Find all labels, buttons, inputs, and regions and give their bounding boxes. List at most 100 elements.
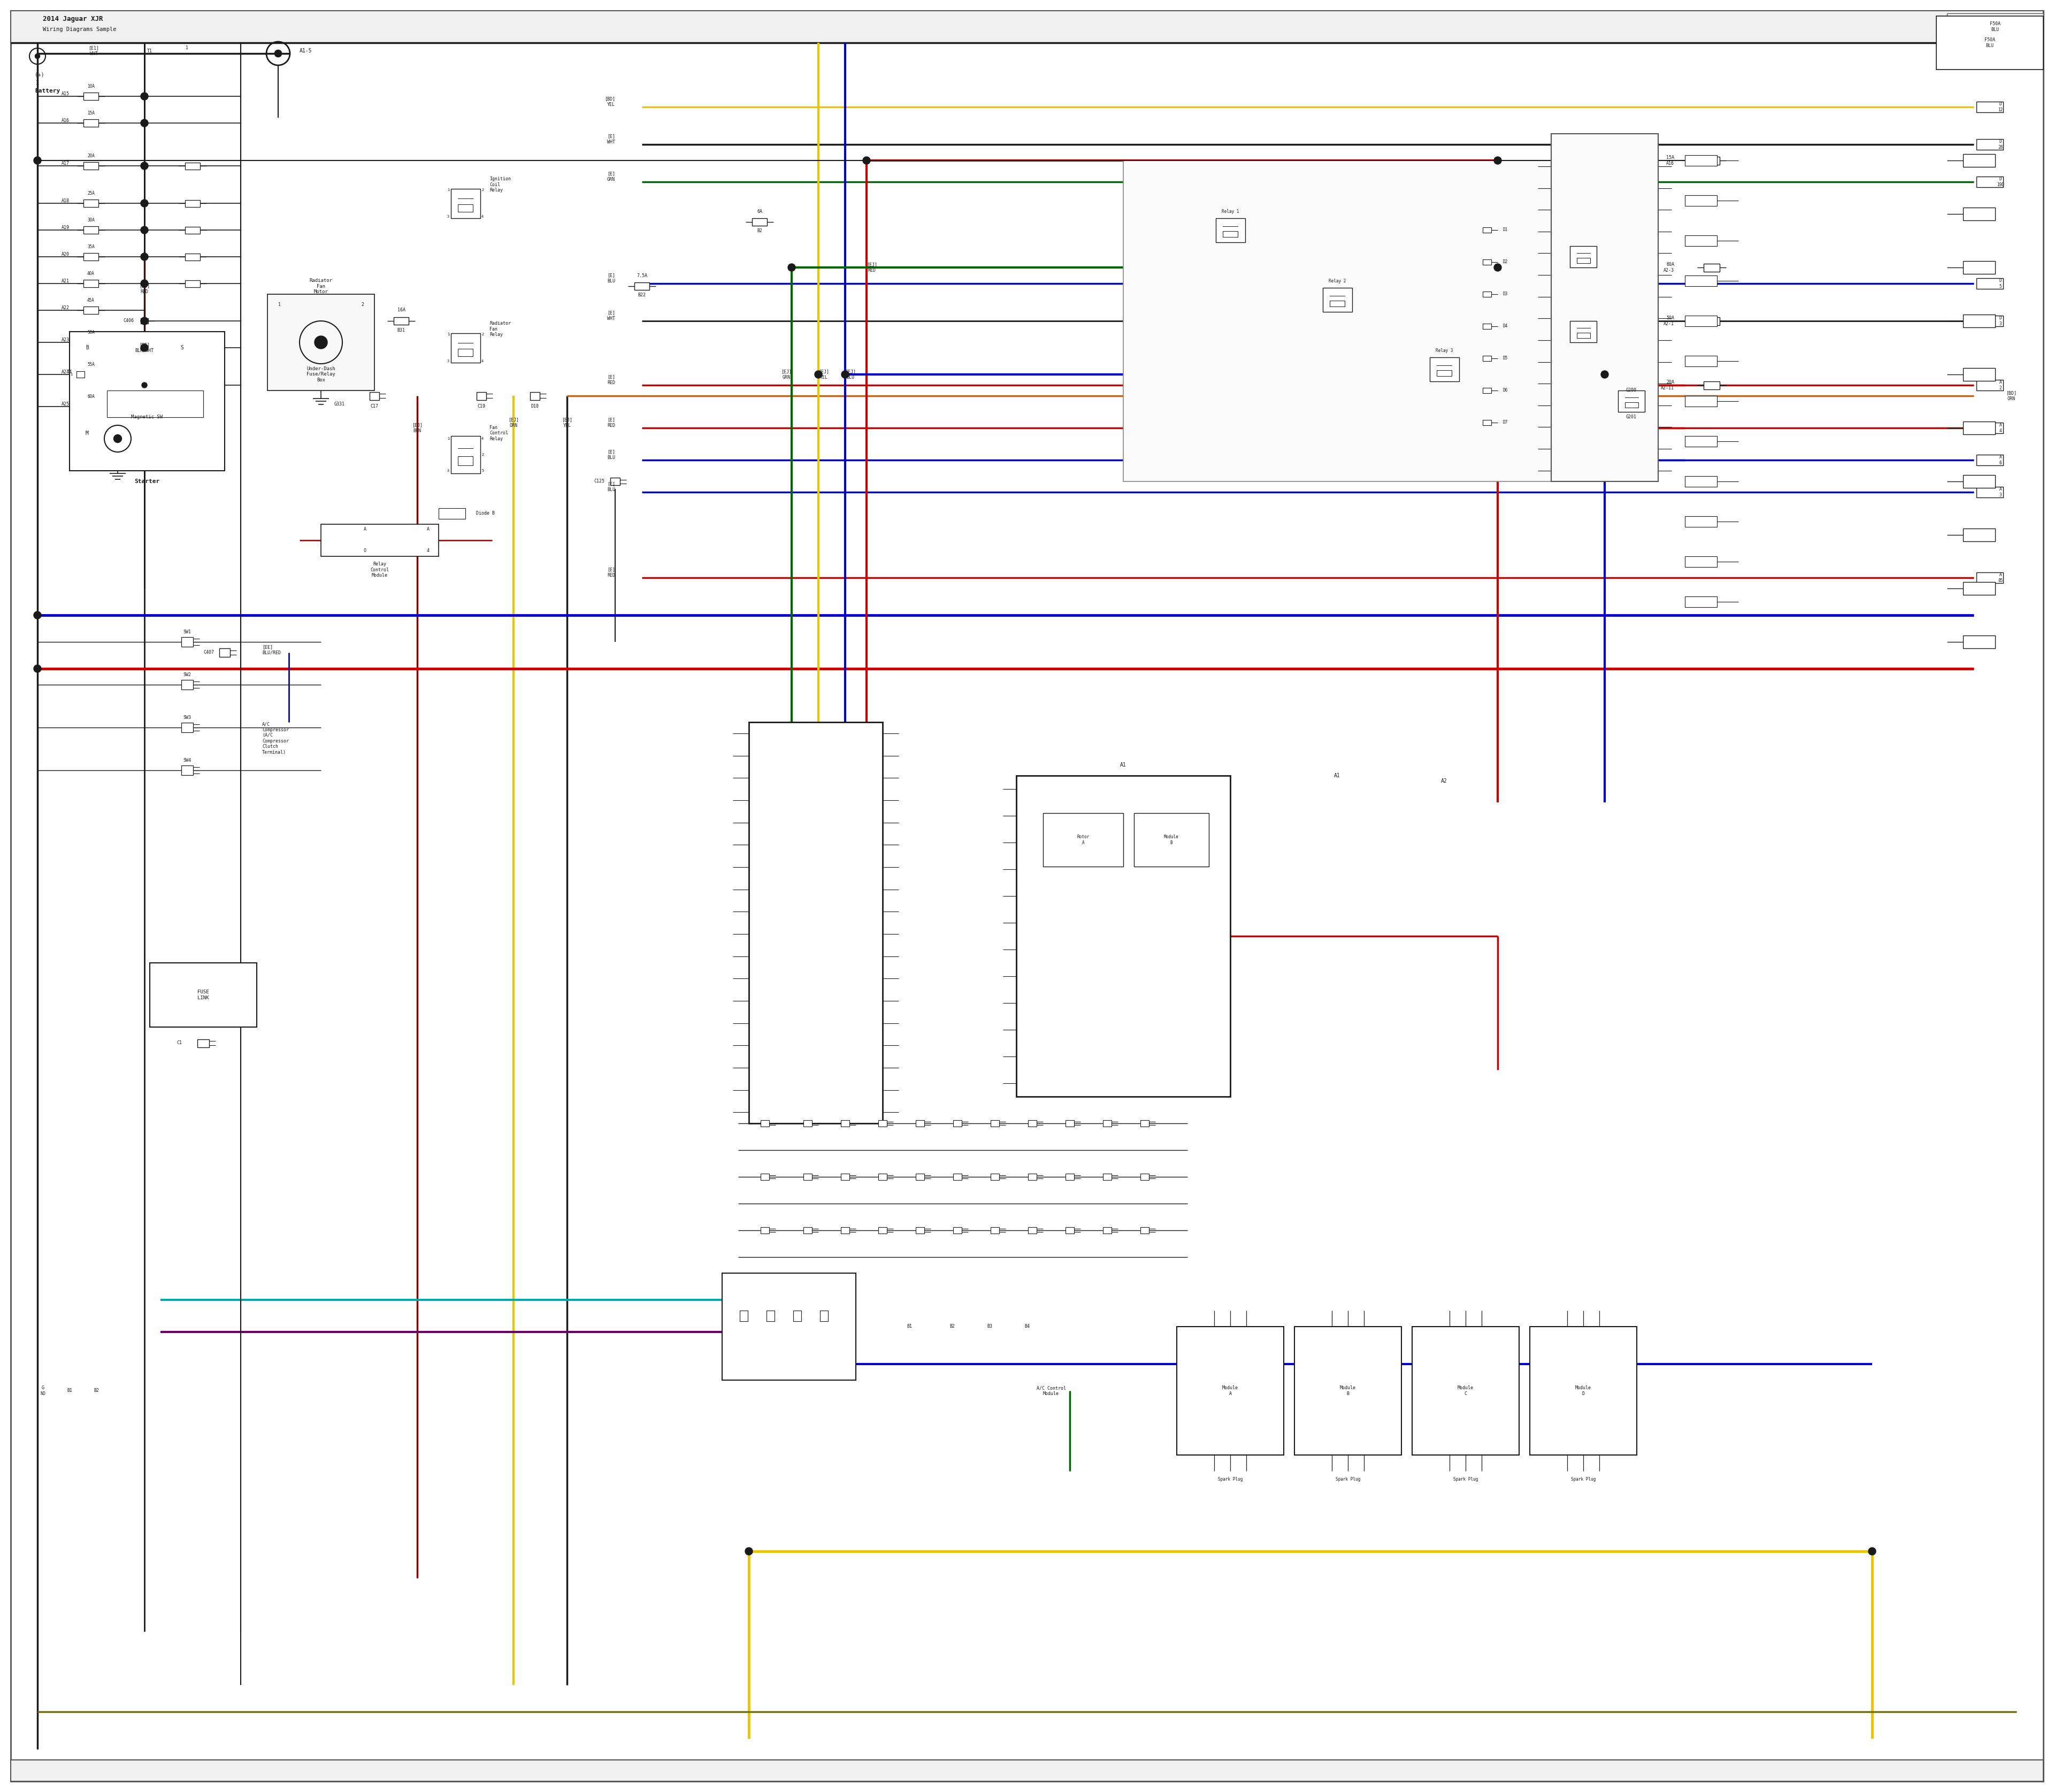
Bar (1483, 324, 1491, 330)
Circle shape (789, 263, 795, 271)
Text: Relay 1: Relay 1 (1222, 210, 1239, 213)
Bar (1577, 258, 1590, 263)
Bar (1483, 419, 1491, 425)
Text: A17: A17 (62, 161, 70, 165)
Text: 20A
A2-11: 20A A2-11 (1662, 380, 1674, 391)
Circle shape (863, 156, 871, 165)
Bar (1684, 156, 1717, 167)
Text: B2: B2 (756, 229, 762, 233)
Bar (1043, 814, 1124, 867)
Text: A1: A1 (1335, 772, 1341, 778)
Bar (1017, 776, 1230, 1097)
Text: B22: B22 (639, 292, 645, 297)
Bar (1964, 154, 1994, 167)
Bar (1976, 102, 2003, 113)
Text: [E]
RED: [E] RED (608, 568, 614, 577)
Bar (793, 1310, 801, 1321)
Text: 1: 1 (35, 81, 39, 86)
Text: D3: D3 (1504, 292, 1508, 297)
Text: Module
C: Module C (1458, 1385, 1473, 1396)
Bar (1483, 292, 1491, 297)
Bar (1976, 487, 2003, 498)
Text: 5: 5 (481, 470, 483, 473)
Circle shape (140, 253, 148, 260)
Bar (1413, 1326, 1520, 1455)
Text: A: A (427, 527, 429, 532)
Bar (1103, 1174, 1111, 1181)
Text: Ignition
Coil
Relay: Ignition Coil Relay (489, 177, 511, 192)
Bar (1177, 1326, 1284, 1455)
Circle shape (275, 50, 281, 57)
Text: 30A: 30A (86, 219, 94, 222)
Bar (723, 1272, 857, 1380)
Bar (1964, 208, 1994, 220)
Bar (1029, 1174, 1037, 1181)
Text: Module
B: Module B (1165, 835, 1179, 846)
Text: 1: 1 (277, 303, 281, 306)
Text: Spark Plug: Spark Plug (1335, 1477, 1360, 1482)
Bar (1684, 477, 1717, 487)
Circle shape (746, 1548, 752, 1555)
Text: D
3: D 3 (1999, 315, 2003, 326)
Bar (394, 317, 409, 324)
Text: A/C
Compressor
(A/C
Compressor
Clutch
Terminal): A/C Compressor (A/C Compressor Clutch Te… (263, 722, 290, 754)
Bar (458, 457, 472, 466)
Text: 15A
A16: 15A A16 (1666, 156, 1674, 165)
Bar (84, 120, 99, 127)
Bar (1124, 161, 1551, 482)
Bar (760, 1174, 768, 1181)
Bar (1684, 235, 1717, 246)
Bar (610, 478, 620, 486)
Bar (220, 649, 230, 658)
Bar (1976, 315, 2003, 326)
Bar (1703, 263, 1719, 271)
Text: 60A
A2-3: 60A A2-3 (1664, 262, 1674, 272)
Text: [E]
WHT: [E] WHT (608, 134, 614, 145)
Text: [EJ]
BRN: [EJ] BRN (413, 423, 423, 434)
Bar (530, 392, 540, 400)
Circle shape (142, 319, 148, 324)
Text: [E]
BLU: [E] BLU (608, 272, 614, 283)
Bar (1976, 278, 2003, 289)
Text: C1: C1 (177, 1041, 183, 1045)
Bar (84, 161, 99, 170)
Text: A1: A1 (1119, 762, 1126, 767)
Text: D7: D7 (1504, 419, 1508, 425)
Text: SW3: SW3 (183, 715, 191, 720)
Bar (1976, 140, 2003, 151)
Bar (1577, 333, 1590, 339)
Bar (1329, 301, 1345, 306)
Text: Magnetic SW: Magnetic SW (131, 414, 162, 419)
Circle shape (1493, 263, 1501, 271)
Bar (1483, 387, 1491, 392)
Text: M: M (318, 337, 325, 348)
Text: M: M (86, 430, 88, 435)
Circle shape (815, 371, 822, 378)
Circle shape (142, 201, 148, 206)
Text: (+): (+) (35, 72, 45, 77)
Text: 10A: 10A (86, 84, 94, 90)
Bar (1134, 814, 1210, 867)
Bar (84, 371, 99, 378)
Text: Radiator
Fan
Relay: Radiator Fan Relay (489, 321, 511, 337)
Text: 60A: 60A (86, 394, 94, 400)
Text: Radiator
Fan
Motor: Radiator Fan Motor (310, 278, 333, 294)
Bar (197, 1039, 210, 1047)
Text: 4: 4 (481, 437, 483, 441)
Bar (879, 1174, 887, 1181)
Text: A/C Control
Module: A/C Control Module (1037, 1385, 1066, 1396)
Circle shape (140, 161, 148, 170)
Bar (185, 226, 199, 233)
Bar (1323, 287, 1352, 312)
Text: [E]
GRN: [E] GRN (608, 172, 614, 181)
Text: A18: A18 (62, 199, 70, 202)
Text: Diode B: Diode B (477, 511, 495, 516)
Circle shape (140, 317, 148, 324)
Bar (879, 1120, 887, 1127)
Bar (320, 525, 440, 556)
Text: [EJ]
BLU: [EJ] BLU (844, 369, 857, 380)
Bar (185, 199, 199, 206)
Bar (150, 962, 257, 1027)
Text: D1: D1 (1504, 228, 1508, 233)
Text: Wiring Diagrams Sample: Wiring Diagrams Sample (43, 27, 117, 32)
